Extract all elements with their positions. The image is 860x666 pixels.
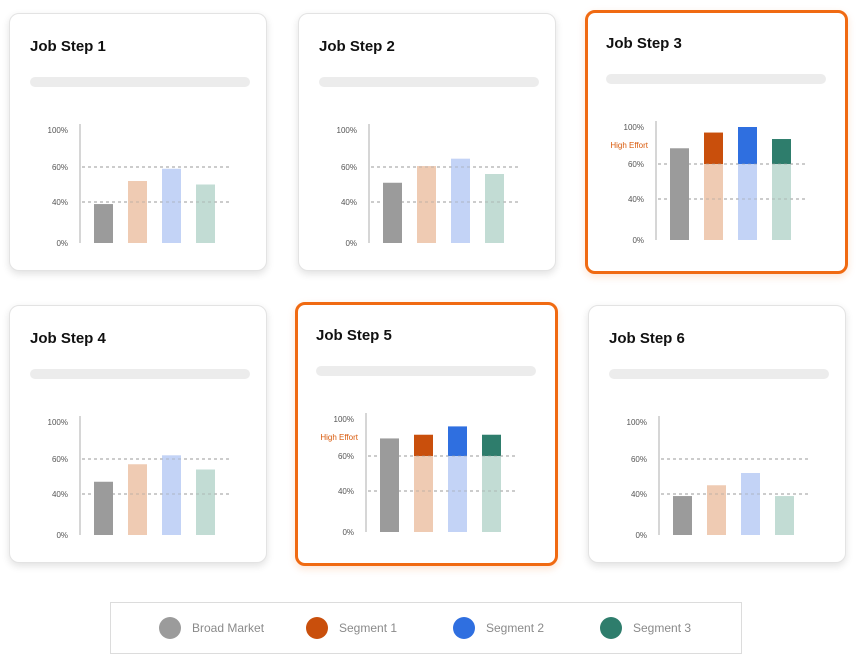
- legend-label: Segment 3: [633, 621, 692, 635]
- y-tick-label: 60%: [628, 160, 644, 169]
- bar-segment-1-base: [414, 456, 433, 532]
- bar-segment-1: [417, 166, 436, 243]
- bar-chart: 100% 60% 40% 0%: [337, 124, 521, 248]
- broad-market-swatch: [159, 617, 181, 639]
- bar-segment-3-high-effort: [772, 139, 791, 164]
- y-tick-label: 40%: [52, 490, 68, 499]
- y-tick-label: 0%: [56, 239, 68, 248]
- placeholder-bar: [30, 77, 250, 87]
- legend: Broad Market Segment 1 Segment 2 Segment…: [110, 602, 742, 654]
- placeholder-bar: [316, 366, 536, 376]
- bar-chart: 100% 60% 40% 0%: [48, 416, 232, 540]
- bar-chart: 100% 60% 40% 0% High Effort: [320, 413, 518, 537]
- bar-segment-2: [162, 455, 181, 535]
- segment-3-swatch: [600, 617, 622, 639]
- bar-segment-1-base: [704, 164, 723, 240]
- bar-segment-3-base: [772, 164, 791, 240]
- bar-segment-1: [128, 181, 147, 243]
- y-tick-label: 60%: [631, 455, 647, 464]
- bar-chart: 100% 60% 40% 0%: [627, 416, 811, 540]
- y-tick-label: 60%: [341, 163, 357, 172]
- bar-chart: 100% 60% 40% 0% High Effort: [610, 121, 808, 245]
- bar-broad-market: [673, 496, 692, 535]
- y-tick-label: 40%: [341, 198, 357, 207]
- placeholder-bar: [606, 74, 826, 84]
- bar-chart: 100% 60% 40% 0%: [48, 124, 232, 248]
- segment-1-swatch: [306, 617, 328, 639]
- bar-segment-3: [196, 184, 215, 243]
- bar-segment-1: [707, 485, 726, 535]
- y-tick-label: 0%: [632, 236, 644, 245]
- legend-item-segment-1: Segment 1: [306, 617, 397, 639]
- card-title: Job Step 2: [319, 38, 395, 55]
- bar-broad-market: [383, 182, 402, 243]
- job-step-card-5: Job Step 5 100% 60% 40% 0% High Effort: [295, 302, 558, 566]
- bar-broad-market: [380, 438, 399, 532]
- legend-item-broad-market: Broad Market: [159, 617, 264, 639]
- bar-segment-2-base: [738, 164, 757, 240]
- segment-2-swatch: [453, 617, 475, 639]
- placeholder-bar: [609, 369, 829, 379]
- bar-segment-3-base: [482, 456, 501, 532]
- y-tick-label: 40%: [628, 195, 644, 204]
- bar-segment-1-high-effort: [704, 132, 723, 164]
- bar-segment-2-high-effort: [738, 127, 757, 164]
- card-title: Job Step 4: [30, 330, 106, 347]
- bar-broad-market: [670, 148, 689, 240]
- high-effort-label: High Effort: [320, 433, 358, 442]
- high-effort-label: High Effort: [610, 141, 648, 150]
- placeholder-bar: [30, 369, 250, 379]
- bar-segment-3-high-effort: [482, 434, 501, 456]
- job-step-card-1: Job Step 1 100% 60% 40% 0%: [9, 13, 267, 271]
- bar-segment-3: [485, 174, 504, 243]
- card-title: Job Step 5: [316, 327, 392, 344]
- y-tick-label: 100%: [627, 418, 647, 427]
- bar-segment-1-high-effort: [414, 434, 433, 456]
- bar-broad-market: [94, 481, 113, 535]
- y-tick-label: 40%: [631, 490, 647, 499]
- bar-segment-2-high-effort: [448, 426, 467, 456]
- job-step-card-3: Job Step 3 100% 60% 40% 0% High Effort: [585, 10, 848, 274]
- bar-segment-3: [775, 496, 794, 535]
- job-step-card-4: Job Step 4 100% 60% 40% 0%: [9, 305, 267, 563]
- y-tick-label: 100%: [624, 123, 644, 132]
- y-tick-label: 100%: [48, 126, 68, 135]
- y-tick-label: 100%: [48, 418, 68, 427]
- card-title: Job Step 1: [30, 38, 106, 55]
- y-tick-label: 60%: [338, 452, 354, 461]
- card-title: Job Step 6: [609, 330, 685, 347]
- bar-broad-market: [94, 204, 113, 243]
- job-step-card-6: Job Step 6 100% 60% 40% 0%: [588, 305, 846, 563]
- legend-label: Broad Market: [192, 621, 265, 635]
- y-tick-label: 40%: [52, 198, 68, 207]
- bar-segment-1: [128, 464, 147, 535]
- y-tick-label: 40%: [338, 487, 354, 496]
- legend-item-segment-2: Segment 2: [453, 617, 544, 639]
- bar-segment-2: [162, 168, 181, 243]
- bar-segment-2-base: [448, 456, 467, 532]
- bar-segment-3: [196, 469, 215, 535]
- bar-segment-2: [451, 158, 470, 243]
- y-tick-label: 100%: [337, 126, 357, 135]
- legend-label: Segment 2: [486, 621, 545, 635]
- job-step-card-2: Job Step 2 100% 60% 40% 0%: [298, 13, 556, 271]
- card-title: Job Step 3: [606, 35, 682, 52]
- y-tick-label: 100%: [334, 415, 354, 424]
- y-tick-label: 0%: [635, 531, 647, 540]
- y-tick-label: 0%: [56, 531, 68, 540]
- bar-segment-2: [741, 473, 760, 535]
- placeholder-bar: [319, 77, 539, 87]
- legend-label: Segment 1: [339, 621, 398, 635]
- legend-item-segment-3: Segment 3: [600, 617, 691, 639]
- y-tick-label: 0%: [342, 528, 354, 537]
- y-tick-label: 60%: [52, 163, 68, 172]
- y-tick-label: 0%: [345, 239, 357, 248]
- y-tick-label: 60%: [52, 455, 68, 464]
